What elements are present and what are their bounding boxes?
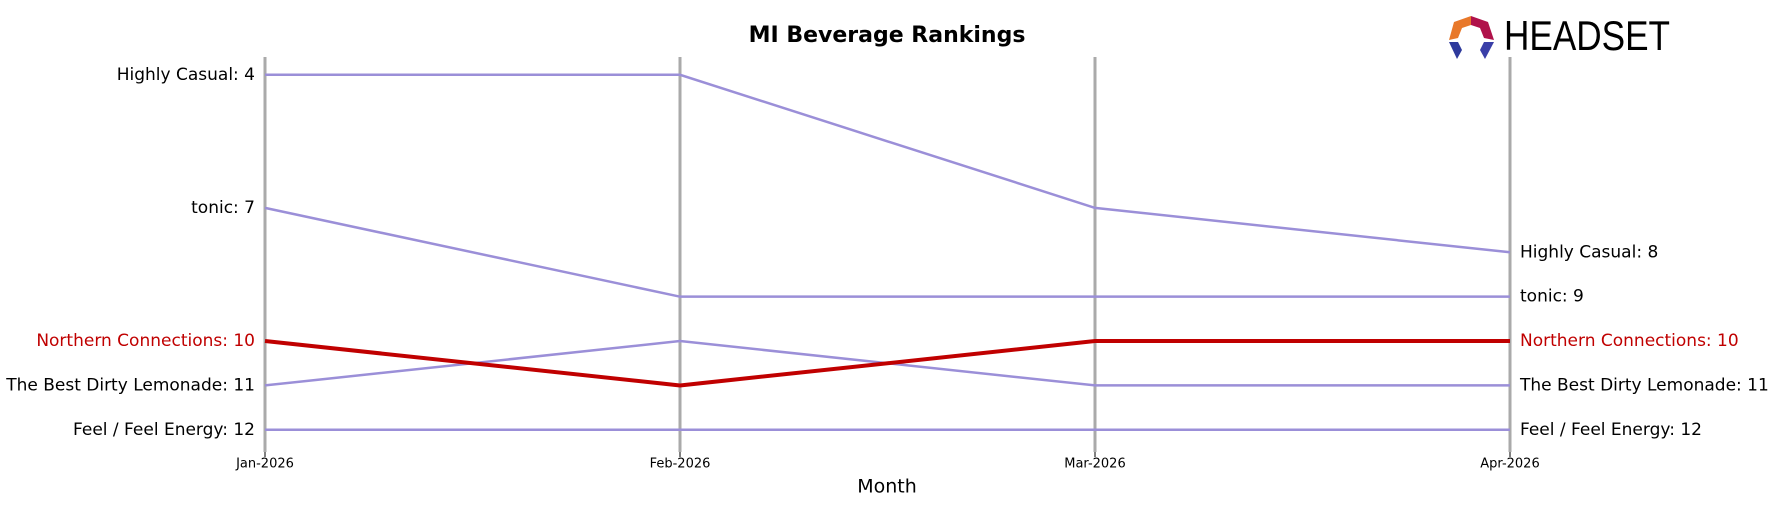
series-line: [264, 339, 1510, 388]
data-label: tonic: 9: [1520, 287, 1584, 307]
series-line: [264, 206, 1510, 298]
logo-mark: [1449, 16, 1471, 40]
logo-mark: [1449, 42, 1462, 59]
chart-title: MI Beverage Rankings: [749, 23, 1026, 48]
data-label: Northern Connections: 10: [36, 331, 255, 351]
x-tick-label: Apr-2026: [1480, 457, 1539, 472]
data-label: The Best Dirty Lemonade: 11: [5, 375, 255, 395]
logo: HEADSET: [1449, 12, 1670, 59]
data-label: The Best Dirty Lemonade: 11: [1519, 375, 1769, 395]
data-label: Highly Casual: 8: [1520, 242, 1658, 262]
series-line: [265, 73, 1511, 254]
logo-mark: [1480, 42, 1494, 59]
logo-mark: [1471, 16, 1494, 40]
x-tick-label: Jan-2026: [235, 457, 294, 472]
data-label: tonic: 7: [191, 198, 255, 218]
x-tick-label: Mar-2026: [1064, 457, 1125, 472]
data-label: Feel / Feel Energy: 12: [73, 420, 255, 440]
x-axis-label: Month: [857, 476, 917, 498]
data-label: Highly Casual: 4: [117, 65, 255, 85]
data-label: Northern Connections: 10: [1520, 331, 1739, 351]
logo-text: HEADSET: [1504, 12, 1670, 59]
x-tick-label: Feb-2026: [650, 457, 711, 472]
data-label: Feel / Feel Energy: 12: [1520, 420, 1702, 440]
